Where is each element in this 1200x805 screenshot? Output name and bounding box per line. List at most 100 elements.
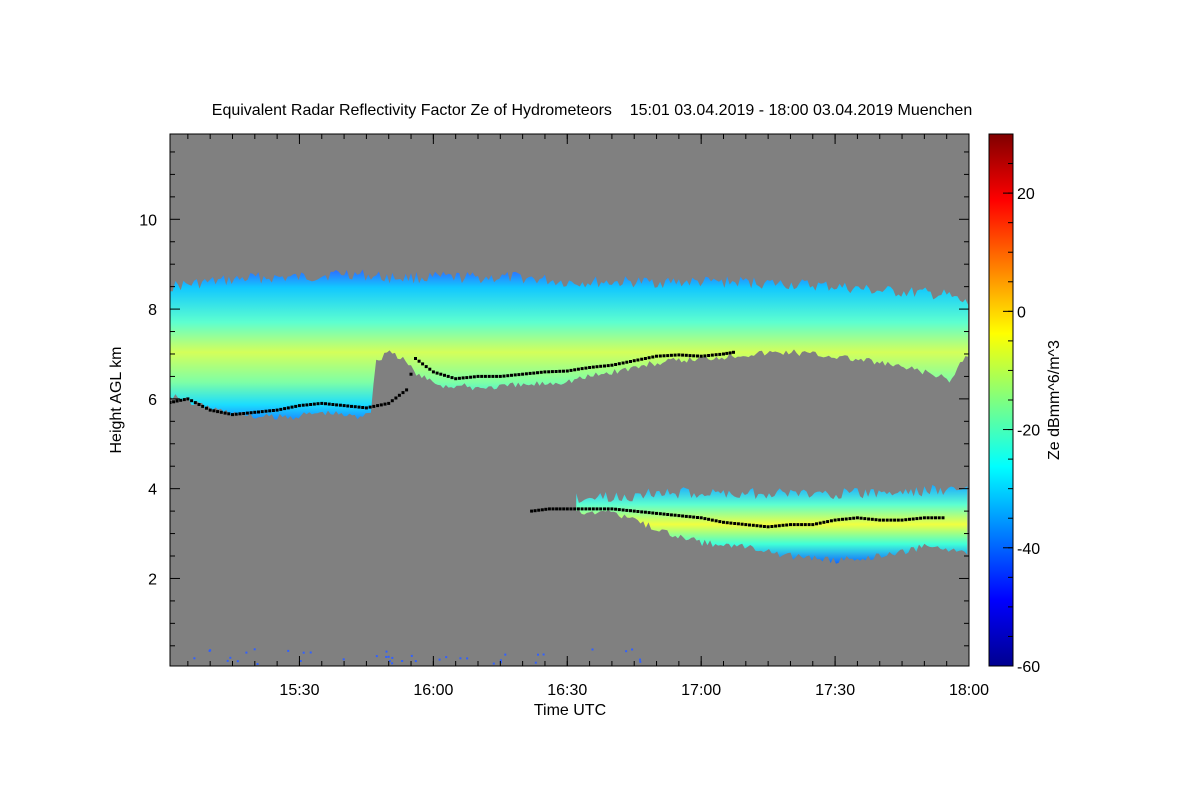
lower-cloud-base-point bbox=[855, 516, 859, 520]
cloud-base-point bbox=[688, 354, 692, 358]
lower-cloud-base-point bbox=[755, 524, 759, 528]
cloud-base-point bbox=[524, 372, 528, 376]
cloud-base-point bbox=[320, 401, 324, 405]
cloud-base-point bbox=[401, 391, 405, 395]
cloud-base-point bbox=[666, 354, 670, 358]
lower-cloud-base-point bbox=[658, 512, 662, 516]
lower-cloud-base-point bbox=[863, 517, 867, 521]
lower-cloud-base-point bbox=[555, 507, 559, 511]
lower-cloud-base-point bbox=[915, 517, 919, 521]
lower-cloud-base-point bbox=[881, 518, 885, 522]
lower-cloud-base-point bbox=[537, 508, 541, 512]
lower-cloud-base-point bbox=[919, 516, 923, 520]
cloud-base-point bbox=[536, 371, 539, 375]
cloud-base-point bbox=[294, 404, 298, 408]
cloud-base-point bbox=[655, 354, 658, 358]
lower-cloud-base-point bbox=[811, 523, 815, 527]
lower-cloud-base-point bbox=[684, 514, 688, 518]
lower-cloud-base-point bbox=[573, 507, 577, 511]
cloud-base-point bbox=[647, 356, 651, 360]
lower-cloud-base-point bbox=[848, 517, 852, 521]
colorbar-label: Ze dBmm^6/m^3 bbox=[1046, 340, 1063, 460]
lower-cloud-base-point bbox=[744, 523, 748, 527]
cloud-base-point bbox=[175, 399, 179, 403]
cloud-base-point bbox=[677, 353, 681, 357]
lower-cloud-base-point bbox=[896, 518, 900, 522]
lower-cloud-base-point bbox=[733, 522, 737, 525]
cloud-base-point bbox=[632, 359, 636, 363]
lower-cloud-base-point bbox=[736, 522, 740, 526]
lower-cloud-base-point bbox=[922, 516, 926, 520]
cloud-base-point bbox=[186, 397, 190, 401]
cloud-base-point bbox=[357, 405, 361, 409]
lower-cloud-base-point bbox=[688, 515, 692, 519]
ground-clutter-point bbox=[309, 651, 312, 654]
lower-cloud-base-point bbox=[669, 513, 673, 517]
ground-clutter-point bbox=[253, 648, 256, 651]
ground-clutter-point bbox=[414, 660, 417, 663]
colorbar-tick-label: -20 bbox=[1017, 423, 1040, 440]
lower-cloud-base-point bbox=[558, 507, 562, 511]
cloud-base-point bbox=[617, 362, 621, 366]
lower-cloud-base-point bbox=[595, 507, 599, 511]
lower-cloud-base-point bbox=[647, 511, 651, 515]
y-tick-label: 10 bbox=[139, 212, 157, 229]
lower-cloud-base-point bbox=[867, 517, 871, 521]
x-tick-label: 16:30 bbox=[547, 682, 587, 699]
cloud-base-point bbox=[182, 398, 186, 402]
cloud-base-point bbox=[643, 357, 647, 360]
lower-cloud-base-point bbox=[533, 509, 537, 513]
lower-cloud-base-point bbox=[580, 507, 584, 511]
colorbar-tick-label: 0 bbox=[1017, 304, 1026, 321]
ground-clutter-point bbox=[410, 654, 413, 657]
lower-cloud-base-point bbox=[759, 524, 763, 528]
cloud-base-point bbox=[279, 407, 283, 411]
lower-cloud-base-point bbox=[841, 517, 844, 521]
lower-cloud-base-point bbox=[614, 507, 618, 511]
lower-cloud-base-point bbox=[818, 521, 822, 525]
cloud-base-point bbox=[562, 369, 565, 373]
x-tick-label: 15:30 bbox=[279, 682, 319, 699]
cloud-base-point bbox=[707, 354, 711, 357]
cloud-base-point bbox=[606, 364, 610, 368]
lower-cloud-base-point bbox=[833, 518, 837, 522]
cloud-base-point bbox=[543, 370, 547, 374]
cloud-base-point bbox=[324, 402, 327, 406]
cloud-base-point bbox=[603, 364, 606, 368]
lower-cloud-base-point bbox=[785, 523, 789, 527]
cloud-base-point bbox=[376, 404, 380, 408]
cloud-base-point bbox=[227, 412, 231, 416]
cloud-base-point bbox=[245, 411, 249, 415]
lower-cloud-base-point bbox=[591, 507, 595, 511]
cloud-base-point bbox=[614, 363, 618, 366]
lower-cloud-base-point bbox=[751, 523, 755, 527]
cloud-base-point bbox=[331, 403, 335, 406]
lower-cloud-base-point bbox=[725, 521, 729, 525]
lower-cloud-base-point bbox=[710, 518, 714, 522]
cloud-base-point bbox=[636, 358, 640, 362]
cloud-base-point bbox=[275, 408, 279, 412]
cloud-base-point bbox=[190, 399, 194, 403]
cloud-base-point bbox=[629, 360, 632, 363]
lower-cloud-layer bbox=[576, 484, 968, 564]
colorbar-tick-label: -60 bbox=[1017, 659, 1040, 676]
lower-cloud-base-point bbox=[703, 517, 707, 521]
cloud-base-point bbox=[264, 409, 268, 413]
ground-clutter-point bbox=[302, 651, 305, 654]
cloud-base-point bbox=[517, 373, 521, 377]
lower-cloud-base-point bbox=[610, 507, 614, 511]
lower-cloud-base-point bbox=[643, 510, 647, 514]
cloud-base-point bbox=[309, 403, 313, 406]
cloud-base-point bbox=[472, 375, 476, 379]
cloud-base-point bbox=[197, 403, 201, 406]
cloud-base-point bbox=[658, 354, 662, 358]
lower-cloud-base-point bbox=[584, 507, 588, 511]
lower-cloud-base-point bbox=[822, 520, 826, 524]
lower-cloud-base-point bbox=[885, 518, 889, 522]
cloud-base-point bbox=[361, 406, 365, 409]
cloud-base-point bbox=[510, 373, 513, 377]
cloud-base-point bbox=[208, 408, 212, 412]
cloud-base-point bbox=[696, 354, 699, 358]
ground-clutter-point bbox=[445, 656, 448, 659]
cloud-base-point bbox=[271, 409, 275, 412]
